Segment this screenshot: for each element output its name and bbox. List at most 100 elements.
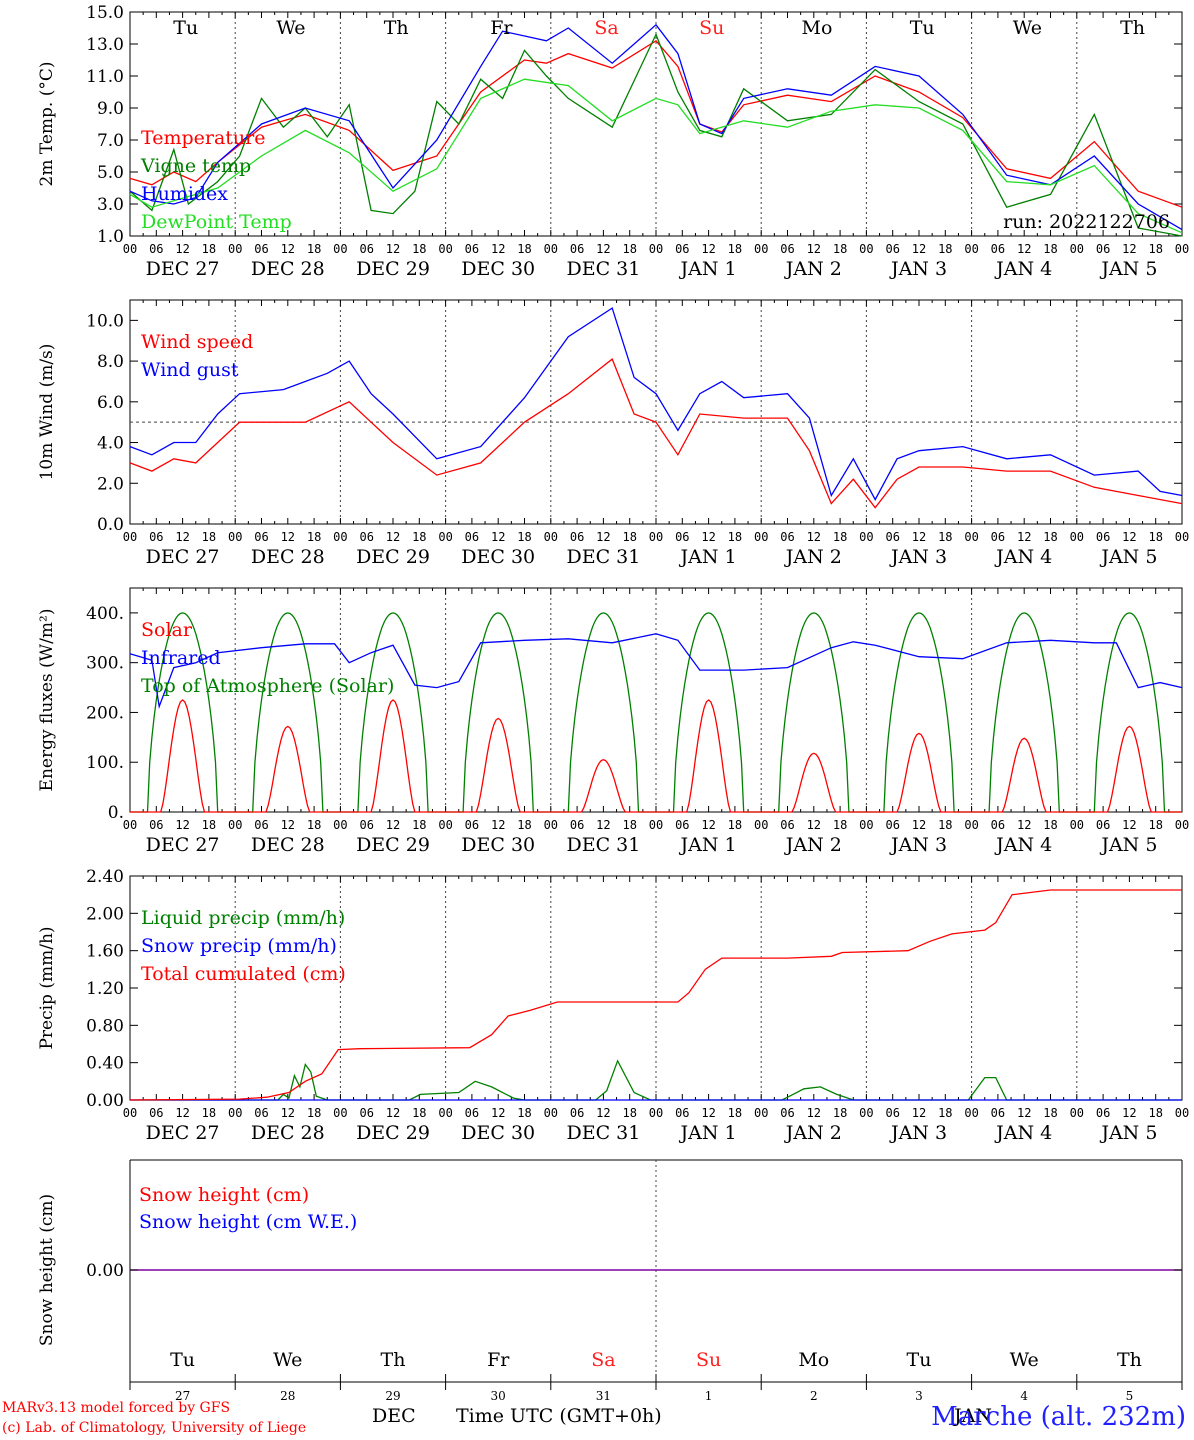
hour-label: 12 [912, 530, 926, 544]
line-wind-gust [129, 307, 1183, 501]
line-solar [340, 699, 446, 813]
weekday-label: Mo [802, 17, 833, 39]
line-toa-solar [340, 612, 446, 813]
y-tick-label: 13.0 [86, 35, 124, 55]
date-label: JAN 4 [994, 258, 1052, 280]
hour-label: 18 [1043, 242, 1057, 256]
date-label: JAN 2 [784, 1122, 842, 1144]
hour-label: 00 [333, 530, 347, 544]
hour-label: 00 [333, 818, 347, 832]
hour-label: 00 [1175, 242, 1189, 256]
line-solar [1076, 725, 1182, 813]
legend-snow-height-cm-w-e: Snow height (cm W.E.) [139, 1211, 357, 1233]
date-label: DEC 29 [356, 258, 430, 280]
line-wind-speed [129, 358, 1183, 509]
y-axis-title: Snow height (cm) [37, 1194, 57, 1346]
date-label: JAN 1 [679, 834, 737, 856]
hour-label: 00 [754, 818, 768, 832]
line-solar [971, 737, 1077, 813]
hour-label: 18 [1148, 242, 1162, 256]
hour-label: 00 [964, 530, 978, 544]
hour-label: 00 [438, 530, 452, 544]
date-label: JAN 3 [889, 546, 947, 568]
hour-label: 00 [438, 1106, 452, 1120]
weekday-label: Fr [490, 17, 513, 39]
weekday-label: We [273, 1349, 302, 1371]
hour-label: 06 [149, 242, 163, 256]
y-tick-label: 0.80 [86, 1016, 124, 1036]
weekday-label: Su [696, 1349, 721, 1371]
hour-label: 06 [1096, 818, 1110, 832]
hour-label: 00 [123, 242, 137, 256]
y-axis-title: 10m Wind (m/s) [37, 344, 57, 481]
date-label: DEC 27 [146, 258, 220, 280]
date-label: DEC 30 [461, 834, 535, 856]
lab-credit: (c) Lab. of Climatology, University of L… [2, 1420, 307, 1436]
y-tick-label: 15.0 [86, 3, 124, 23]
weekday-label: Tu [173, 17, 198, 39]
hour-label: 00 [228, 242, 242, 256]
day-number: 30 [491, 1389, 506, 1403]
hour-label: 12 [1017, 530, 1031, 544]
hour-label: 12 [175, 818, 189, 832]
weekday-label: Su [699, 17, 724, 39]
hour-label: 18 [1043, 818, 1057, 832]
line-vigne-temp [129, 32, 1183, 237]
hour-label: 12 [1017, 818, 1031, 832]
y-tick-label: 1.0 [97, 227, 124, 247]
date-label: JAN 4 [994, 1122, 1052, 1144]
date-label: JAN 3 [889, 258, 947, 280]
y-tick-label: 0.0 [97, 515, 124, 535]
hour-label: 00 [649, 242, 663, 256]
hour-label: 00 [123, 530, 137, 544]
y-tick-label: 400. [86, 604, 124, 624]
date-label: DEC 27 [146, 834, 220, 856]
hour-label: 00 [964, 1106, 978, 1120]
hour-label: 12 [1017, 1106, 1031, 1120]
hour-label: 00 [859, 818, 873, 832]
date-label: JAN 5 [1099, 834, 1157, 856]
line-solar [235, 725, 341, 813]
y-tick-label: 0.40 [86, 1054, 124, 1074]
date-label: JAN 4 [994, 546, 1052, 568]
y-tick-label: 6.0 [97, 393, 124, 413]
weekday-label: Tu [170, 1349, 195, 1371]
hour-label: 18 [728, 1106, 742, 1120]
y-tick-label: 2.00 [86, 904, 124, 924]
hour-label: 18 [517, 818, 531, 832]
hour-label: 18 [833, 242, 847, 256]
hour-label: 18 [412, 242, 426, 256]
legend-infrared: Infrared [141, 647, 221, 669]
hour-label: 00 [754, 1106, 768, 1120]
y-axis-title: Energy fluxes (W/m²) [37, 609, 57, 792]
hour-label: 12 [912, 818, 926, 832]
legend-vigne-temp: Vigne temp [140, 155, 251, 177]
hour-label: 18 [307, 242, 321, 256]
y-tick-label: 3.0 [97, 195, 124, 215]
hour-label: 12 [1122, 818, 1136, 832]
line-solar [656, 699, 762, 813]
y-tick-label: 5.0 [97, 163, 124, 183]
day-number: 31 [596, 1389, 611, 1403]
hour-label: 18 [202, 242, 216, 256]
hour-label: 18 [307, 1106, 321, 1120]
hour-label: 06 [149, 1106, 163, 1120]
weekday-label: Th [384, 17, 409, 39]
hour-label: 00 [649, 1106, 663, 1120]
hour-label: 12 [386, 530, 400, 544]
hour-label: 00 [228, 1106, 242, 1120]
line-toa-solar [130, 612, 236, 813]
date-label: DEC 27 [146, 546, 220, 568]
hour-label: 12 [912, 242, 926, 256]
hour-label: 12 [491, 530, 505, 544]
hour-label: 12 [807, 1106, 821, 1120]
hour-label: 00 [1070, 530, 1084, 544]
weekday-label: Th [381, 1349, 406, 1371]
hour-label: 00 [1070, 818, 1084, 832]
hour-label: 00 [123, 1106, 137, 1120]
hour-label: 12 [701, 1106, 715, 1120]
weekday-label: Th [1117, 1349, 1142, 1371]
hour-label: 00 [1175, 530, 1189, 544]
day-number: 5 [1126, 1389, 1134, 1403]
